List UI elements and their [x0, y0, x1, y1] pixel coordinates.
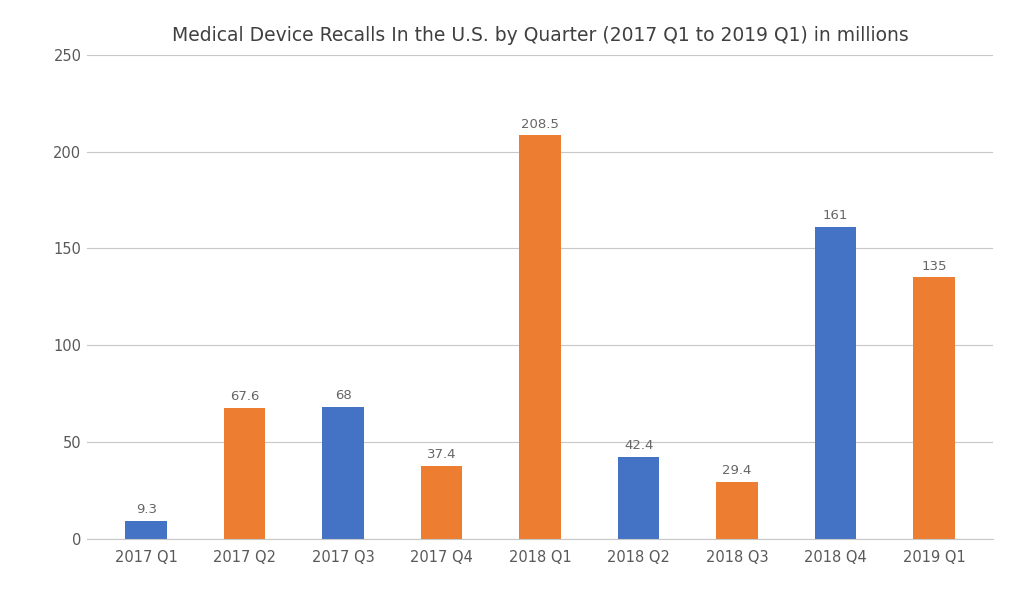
Bar: [815, 227, 856, 539]
Text: 67.6: 67.6: [230, 390, 259, 403]
Bar: [717, 482, 758, 539]
Text: 68: 68: [335, 389, 351, 402]
Bar: [224, 408, 265, 539]
Bar: [323, 407, 364, 539]
Title: Medical Device Recalls In the U.S. by Quarter (2017 Q1 to 2019 Q1) in millions: Medical Device Recalls In the U.S. by Qu…: [172, 26, 908, 45]
Bar: [913, 277, 954, 539]
Bar: [519, 135, 561, 539]
Text: 161: 161: [823, 209, 848, 222]
Bar: [126, 521, 167, 539]
Bar: [617, 457, 659, 539]
Text: 37.4: 37.4: [427, 449, 457, 461]
Bar: [421, 466, 463, 539]
Text: 208.5: 208.5: [521, 118, 559, 130]
Text: 42.4: 42.4: [624, 439, 653, 452]
Text: 29.4: 29.4: [723, 464, 752, 477]
Text: 135: 135: [922, 259, 947, 272]
Text: 9.3: 9.3: [135, 502, 157, 516]
